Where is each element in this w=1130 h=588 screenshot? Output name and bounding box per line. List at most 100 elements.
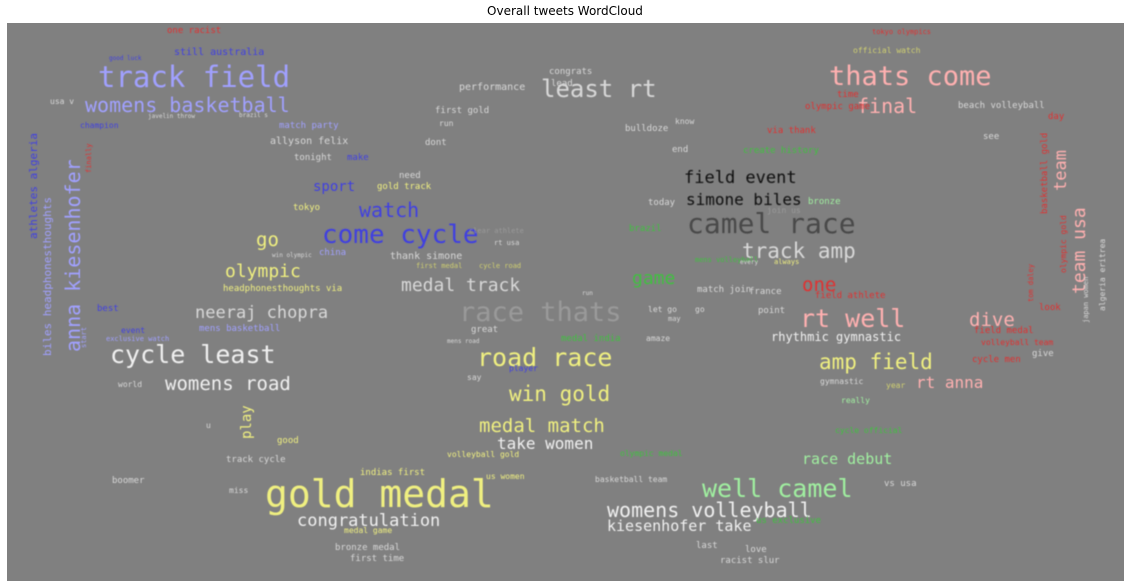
wordcloud-background bbox=[7, 23, 1124, 581]
word: team usa bbox=[1069, 207, 1090, 294]
word: performance bbox=[459, 82, 525, 93]
word: miss bbox=[229, 486, 248, 495]
word: look bbox=[1039, 303, 1061, 313]
word: watch bbox=[359, 198, 419, 222]
word: womens volleyball bbox=[607, 498, 812, 522]
word: tokyo bbox=[293, 203, 320, 213]
word: athletes algeria bbox=[27, 133, 40, 239]
word: boomer bbox=[112, 476, 145, 486]
word: game bbox=[632, 268, 675, 289]
word: win gold bbox=[509, 382, 610, 406]
word: play bbox=[239, 405, 255, 439]
word: china bbox=[319, 248, 346, 258]
word: volleyball team bbox=[981, 338, 1053, 347]
word: clear athlete bbox=[469, 227, 524, 235]
word: womens road bbox=[165, 373, 291, 395]
word: basketball team bbox=[595, 475, 667, 484]
word: cycle men bbox=[972, 355, 1021, 365]
word: dive bbox=[969, 309, 1015, 331]
word: medal game bbox=[344, 526, 392, 535]
word: cycle least bbox=[110, 340, 276, 369]
word: give bbox=[1032, 349, 1054, 359]
word: come cycle bbox=[322, 220, 479, 250]
word: tokyo olympics bbox=[872, 28, 931, 36]
word: race thats bbox=[459, 297, 622, 328]
word: u bbox=[206, 421, 211, 430]
word: field medal bbox=[974, 326, 1034, 336]
word: mens volleyball bbox=[695, 256, 758, 264]
word: still australia bbox=[174, 47, 264, 58]
word: womens basketball bbox=[85, 93, 290, 117]
word: mens basketball bbox=[199, 324, 280, 334]
word: anna kiesenhofer bbox=[61, 159, 85, 352]
word: make bbox=[347, 153, 369, 163]
word: track field bbox=[98, 60, 290, 94]
wordcloud-words: gold medal track field camel race race that… bbox=[27, 26, 1107, 566]
word: point bbox=[758, 306, 785, 316]
word: rhythmic gymnastic bbox=[771, 330, 901, 344]
word: great bbox=[471, 325, 498, 335]
word: well camel bbox=[702, 474, 853, 503]
word: olympic medal bbox=[620, 449, 683, 458]
word: amaze bbox=[646, 334, 670, 343]
word: tonight bbox=[294, 153, 332, 163]
word: field event bbox=[684, 168, 797, 188]
word: may bbox=[668, 315, 681, 323]
word: dont bbox=[425, 138, 447, 148]
word: rt usa bbox=[494, 239, 519, 247]
word: join us bbox=[767, 206, 801, 215]
word: need bbox=[399, 171, 421, 181]
word: simone biles bbox=[686, 190, 802, 209]
word: cycle official bbox=[835, 426, 903, 435]
word: match party bbox=[279, 121, 339, 131]
word: race debut bbox=[802, 450, 892, 468]
word: bulldoze bbox=[625, 124, 668, 134]
word: headphonesthoughts via bbox=[223, 284, 342, 294]
word: allyson felix bbox=[270, 136, 348, 147]
word: racist slur bbox=[720, 556, 780, 566]
word: indias first bbox=[360, 468, 425, 478]
word: first medal bbox=[416, 262, 462, 270]
word: us exclusive bbox=[756, 516, 821, 526]
word: brazil bbox=[629, 224, 662, 234]
word: rt well bbox=[800, 304, 905, 333]
word: basketball gold bbox=[1040, 133, 1050, 214]
word: gold medal bbox=[265, 472, 494, 516]
word: kiesenhofer take bbox=[607, 517, 752, 535]
word: match join bbox=[697, 285, 751, 295]
word: medal india bbox=[561, 334, 621, 344]
word: congrats bbox=[549, 67, 592, 77]
word: field athlete bbox=[815, 291, 885, 301]
word: year bbox=[886, 381, 905, 390]
word: tom daley bbox=[1027, 264, 1035, 302]
word: final bbox=[857, 94, 917, 118]
word: say bbox=[467, 373, 482, 382]
word: brazil s bbox=[239, 112, 268, 119]
word: olympic gold bbox=[1059, 215, 1068, 273]
word: rt anna bbox=[916, 373, 983, 392]
word: go bbox=[256, 229, 279, 251]
word: mens road bbox=[447, 338, 480, 345]
word: best bbox=[97, 304, 119, 314]
word: one bbox=[802, 274, 836, 296]
word: france bbox=[749, 287, 782, 297]
word: event bbox=[121, 326, 145, 335]
word: gold track bbox=[377, 182, 432, 192]
chart-title: Overall tweets WordCloud bbox=[487, 4, 643, 18]
word: see bbox=[983, 132, 999, 142]
word: beach volleyball bbox=[958, 101, 1045, 111]
word: win olympic bbox=[272, 252, 312, 259]
word: least rt bbox=[541, 75, 657, 103]
word: run bbox=[439, 119, 454, 128]
word: lead bbox=[551, 79, 573, 89]
word: sport bbox=[313, 179, 355, 195]
word: bronze bbox=[808, 197, 841, 207]
word: day bbox=[1048, 112, 1065, 122]
word: every bbox=[740, 259, 758, 266]
word: let go bbox=[648, 305, 677, 314]
word: today bbox=[648, 198, 676, 208]
word: neeraj chopra bbox=[195, 303, 328, 323]
word: exclusive watch bbox=[106, 335, 169, 343]
word: go bbox=[695, 305, 705, 314]
word: create history bbox=[743, 146, 819, 156]
